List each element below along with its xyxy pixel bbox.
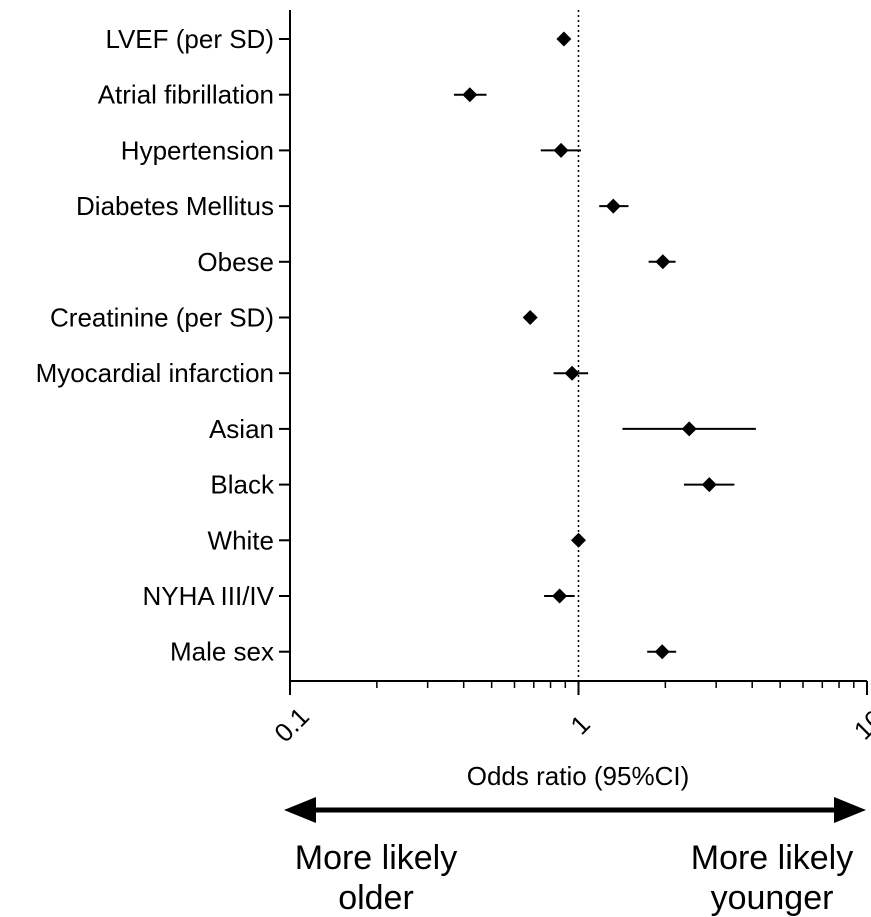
point-estimate — [654, 644, 670, 660]
x-tick-label: 1 — [564, 709, 595, 740]
point-estimate — [522, 310, 538, 325]
direction-arrow — [284, 797, 866, 823]
x-axis-label: Odds ratio (95%CI) — [467, 761, 690, 791]
point-estimate — [462, 87, 478, 103]
point-estimate — [655, 254, 671, 270]
x-tick-label: 10 — [848, 704, 871, 746]
category-label: NYHA III/IV — [143, 581, 275, 611]
category-label: Myocardial infarction — [36, 358, 274, 388]
direction-right-line2: younger — [711, 879, 834, 917]
direction-left-line1: More likely — [295, 839, 457, 877]
category-label: Hypertension — [121, 135, 274, 165]
category-label: Male sex — [170, 637, 274, 667]
category-label: Black — [210, 470, 275, 500]
point-estimate — [571, 532, 586, 548]
category-label: Atrial fibrillation — [98, 80, 274, 110]
point-estimate — [701, 477, 717, 493]
category-label: White — [208, 525, 274, 555]
x-tick-label: 0.1 — [268, 701, 315, 748]
category-label: LVEF (per SD) — [105, 24, 274, 54]
arrowhead-left — [284, 797, 316, 823]
direction-left-line2: older — [338, 879, 414, 917]
arrowhead-right — [834, 797, 866, 823]
category-label: Asian — [209, 414, 274, 444]
point-estimate — [564, 365, 580, 381]
point-estimate — [605, 198, 621, 214]
category-label: Creatinine (per SD) — [50, 303, 274, 333]
point-estimate — [553, 142, 569, 158]
point-estimate — [556, 31, 572, 47]
category-label: Obese — [197, 247, 274, 277]
point-estimate — [552, 588, 568, 604]
direction-right-line1: More likely — [691, 839, 853, 877]
point-estimate — [681, 421, 697, 437]
category-label: Diabetes Mellitus — [76, 191, 274, 221]
